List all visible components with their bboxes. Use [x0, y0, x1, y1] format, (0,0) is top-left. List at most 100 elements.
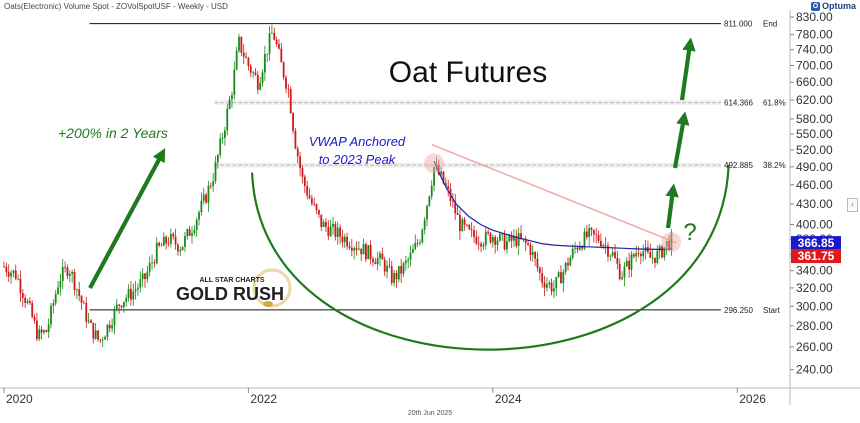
logo-line1: ALL STAR CHARTS — [199, 277, 264, 284]
candle-body — [560, 272, 562, 284]
candle-body — [456, 213, 459, 216]
level-band — [214, 162, 721, 168]
y-tick-label: 580.00 — [796, 112, 833, 126]
candle-body — [233, 69, 236, 96]
candle-body — [54, 293, 57, 304]
candle-body — [334, 223, 337, 237]
candle-body — [301, 168, 304, 177]
candle-body — [332, 223, 334, 227]
candle-body — [600, 240, 602, 247]
candle-body — [90, 320, 92, 323]
candle-body — [506, 241, 508, 250]
candle-body — [555, 276, 558, 289]
candle-body — [343, 236, 346, 243]
candle-body — [639, 253, 642, 257]
candle-body — [489, 232, 492, 243]
candle-body — [473, 230, 475, 237]
candle-body — [268, 33, 271, 54]
candle-body — [108, 324, 111, 329]
candle-body — [153, 262, 156, 264]
candle-body — [64, 266, 67, 268]
candle-body — [567, 262, 569, 266]
candle-body — [165, 236, 168, 244]
candle-body — [28, 301, 31, 303]
candle-body — [73, 271, 76, 291]
vwap-line — [433, 160, 673, 251]
y-tick-label: 280.00 — [796, 319, 833, 333]
y-tick-label: 620.00 — [796, 93, 833, 107]
candle-body — [306, 186, 309, 196]
candle-body — [374, 262, 377, 265]
candle-body — [395, 272, 398, 280]
peak-highlight-circle — [424, 153, 445, 174]
up-arrow-1 — [665, 183, 679, 229]
candle-body — [275, 39, 278, 45]
level-name-label: 38.2% — [763, 161, 786, 170]
candle-body — [578, 246, 581, 250]
candle-body — [412, 249, 414, 253]
candle-body — [245, 56, 247, 59]
candle-body — [480, 243, 482, 247]
candle-body — [379, 253, 381, 259]
collapse-panel-button[interactable]: ‹ — [847, 198, 858, 212]
candle-body — [515, 235, 518, 246]
candle-body — [421, 229, 424, 243]
candle-body — [656, 250, 659, 263]
candle-body — [33, 317, 36, 321]
y-tick-label: 430.00 — [796, 197, 833, 211]
candle-body — [400, 265, 403, 274]
candle-body — [113, 308, 116, 326]
candle-body — [14, 270, 17, 279]
candle-body — [393, 272, 396, 283]
candle-body — [350, 247, 353, 251]
candle-body — [94, 330, 97, 339]
chart-title: Oat Futures — [389, 56, 547, 89]
candle-body — [249, 66, 252, 73]
candle-body — [12, 270, 15, 273]
candle-body — [141, 273, 144, 280]
candle-body — [581, 246, 584, 249]
y-tick-label: 830.00 — [796, 10, 833, 24]
candle-body — [3, 266, 5, 268]
candle-body — [61, 266, 64, 282]
candle-body — [289, 89, 292, 114]
candle-body — [451, 201, 454, 202]
candle-body — [381, 253, 384, 260]
candle-body — [137, 287, 139, 290]
candle-body — [635, 253, 638, 257]
candle-body — [282, 62, 285, 78]
candle-body — [409, 252, 412, 260]
candle-body — [38, 329, 41, 339]
candle-body — [207, 185, 210, 203]
candle-body — [7, 272, 10, 277]
candle-body — [172, 233, 175, 237]
candle-body — [517, 233, 520, 246]
x-tick-label: 2022 — [250, 392, 277, 406]
candle-body — [503, 233, 506, 250]
candle-body — [36, 320, 38, 339]
candle-body — [195, 219, 198, 231]
candle-body — [642, 251, 645, 257]
candle-body — [57, 287, 59, 294]
candle-body — [404, 260, 407, 264]
candle-body — [134, 289, 137, 292]
candle-body — [80, 295, 83, 303]
candle-body — [271, 32, 273, 34]
level-value-label: 811.000 — [724, 20, 753, 29]
candle-body — [491, 236, 494, 243]
candle-body — [365, 244, 367, 260]
candle-body — [585, 231, 588, 237]
candle-body — [193, 230, 196, 234]
candle-body — [259, 82, 262, 90]
candle-body — [459, 215, 461, 232]
candle-body — [576, 247, 579, 250]
candle-body — [231, 95, 233, 100]
candle-body — [160, 245, 163, 247]
candle-body — [447, 185, 450, 189]
y-tick-label: 460.00 — [796, 178, 833, 192]
optuma-icon: O — [810, 1, 820, 11]
y-tick-label: 660.00 — [796, 75, 833, 89]
candle-body — [386, 265, 388, 272]
candle-body — [256, 75, 259, 90]
candle-body — [66, 267, 69, 276]
